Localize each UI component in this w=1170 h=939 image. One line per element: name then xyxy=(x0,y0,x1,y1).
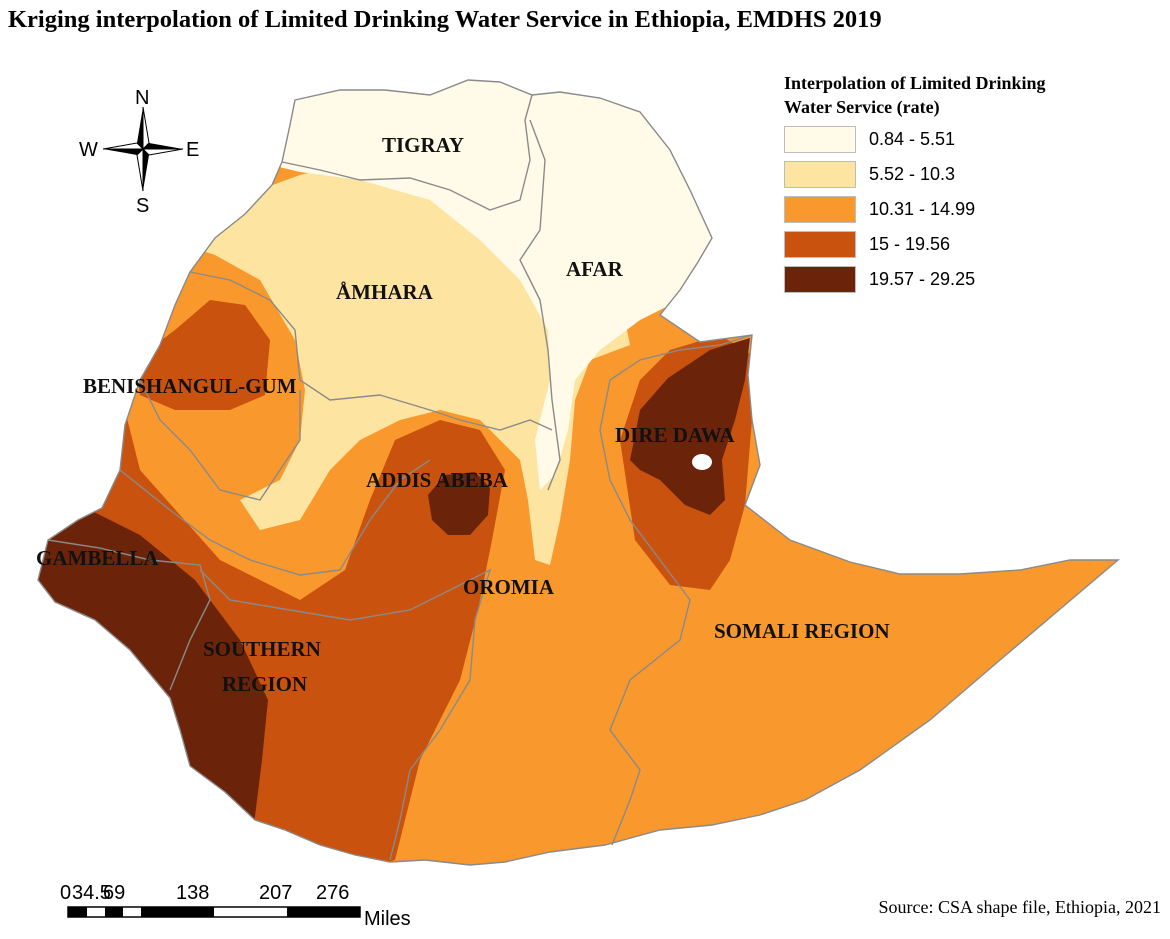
legend-label: 15 - 19.56 xyxy=(869,233,951,254)
legend-label: 19.57 - 29.25 xyxy=(869,268,976,289)
zone-class-1-north xyxy=(230,80,760,490)
label-afar: AFAR xyxy=(566,257,624,281)
scale-seg-3 xyxy=(141,907,214,917)
scale-seg-2 xyxy=(105,907,123,917)
zone-class-4-benishangul xyxy=(135,300,270,410)
source-note: Source: CSA shape file, Ethiopia, 2021 xyxy=(878,897,1161,917)
legend-swatch xyxy=(784,265,856,293)
label-southern-1: SOUTHERN xyxy=(203,637,321,661)
legend-item: 15 - 19.56 xyxy=(784,230,1164,258)
label-gambella: GAMBELLA xyxy=(36,546,159,570)
compass-n: N xyxy=(135,87,149,109)
legend-swatch xyxy=(784,125,856,153)
legend-swatch xyxy=(784,230,856,258)
compass-north-arm-light xyxy=(142,106,150,151)
border-afar-west xyxy=(519,119,561,491)
zone-class-5-addis xyxy=(428,472,490,535)
legend-swatch xyxy=(784,195,856,223)
scale-tick-4: 207 xyxy=(259,882,293,904)
compass-w: W xyxy=(79,139,98,161)
compass-rose: N S E W xyxy=(79,87,199,217)
legend-item: 0.84 - 5.51 xyxy=(784,125,1164,153)
legend-label: 5.52 - 10.3 xyxy=(869,163,956,184)
border-tigray-amhara xyxy=(281,94,533,211)
compass-east-arm-light xyxy=(141,148,184,156)
legend-item: 19.57 - 29.25 xyxy=(784,265,1164,293)
scale-tick-1: 34.5 xyxy=(72,882,111,904)
map-title: Kriging interpolation of Limited Drinkin… xyxy=(8,6,882,33)
region-boundaries xyxy=(37,79,1120,866)
compass-west-arm-light xyxy=(102,142,145,150)
label-oromia: OROMIA xyxy=(463,575,555,599)
scale-seg-1 xyxy=(68,907,87,917)
scale-tick-3: 138 xyxy=(176,882,210,904)
label-southern-2: REGION xyxy=(222,672,307,696)
border-somali-west xyxy=(599,379,691,846)
legend-title-line1: Interpolation of Limited Drinking xyxy=(784,73,1046,93)
scale-tick-5: 276 xyxy=(316,882,350,904)
legend-label: 0.84 - 5.51 xyxy=(869,128,956,149)
label-amhara: ÅMHARA xyxy=(336,280,434,304)
legend-item: 10.31 - 14.99 xyxy=(784,195,1164,223)
scale-seg-4 xyxy=(287,907,360,917)
label-benishangul: BENISHANGUL-GUM xyxy=(83,374,297,398)
scale-tick-0: 0 xyxy=(60,882,72,904)
compass-south-arm-light xyxy=(136,147,144,192)
label-addis-ababa: ADDIS ABEBA xyxy=(366,468,509,492)
legend-item: 5.52 - 10.3 xyxy=(784,160,1164,188)
border-gambella xyxy=(47,539,211,691)
legend-label: 10.31 - 14.99 xyxy=(869,198,976,219)
compass-e: E xyxy=(186,139,199,161)
border-amhara-south xyxy=(189,271,553,431)
zone-class-5-dire-dawa xyxy=(630,338,750,515)
border-somali-north xyxy=(609,334,753,381)
legend: Interpolation of Limited Drinking Water … xyxy=(784,72,1164,293)
legend-swatch xyxy=(784,160,856,188)
region-labels: TIGRAY ÅMHARA AFAR BENISHANGUL-GUM DIRE … xyxy=(36,133,890,696)
scale-unit: Miles xyxy=(364,908,411,930)
country-outline xyxy=(37,79,1120,866)
label-somali: SOMALI REGION xyxy=(714,619,890,643)
scale-bar xyxy=(67,906,361,918)
label-tigray: TIGRAY xyxy=(382,133,464,157)
label-dire-dawa: DIRE DAWA xyxy=(615,423,735,447)
border-oromia-west xyxy=(119,459,431,576)
border-southern xyxy=(199,568,492,861)
border-benishangul xyxy=(139,379,301,501)
legend-title-line2: Water Service (rate) xyxy=(784,97,940,117)
compass-s: S xyxy=(136,195,149,217)
scale-tick-2: 69 xyxy=(103,882,126,904)
dire-dawa-enclave xyxy=(692,454,712,470)
